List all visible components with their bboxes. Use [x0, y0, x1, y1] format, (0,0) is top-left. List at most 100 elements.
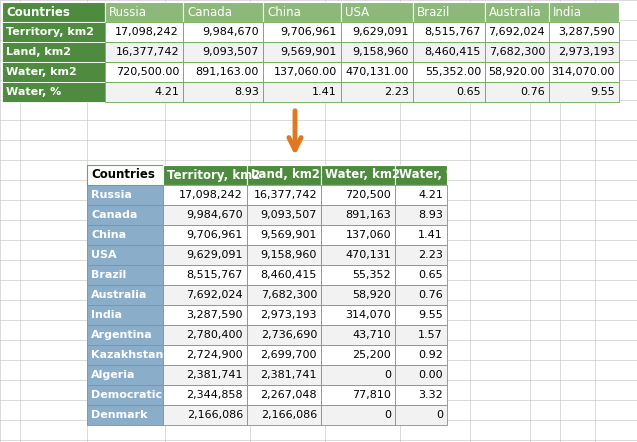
Bar — [395, 205, 447, 225]
Bar — [2, 62, 105, 82]
Text: 7,692,024: 7,692,024 — [187, 290, 243, 300]
Bar — [341, 82, 413, 102]
Text: 2,699,700: 2,699,700 — [261, 350, 317, 360]
Bar — [321, 345, 395, 365]
Text: 2,381,741: 2,381,741 — [187, 370, 243, 380]
Bar — [413, 22, 485, 42]
Bar — [247, 345, 321, 365]
Text: 314,070: 314,070 — [345, 310, 391, 320]
Text: 55,352.00: 55,352.00 — [425, 67, 481, 77]
Bar — [413, 2, 485, 22]
Text: India: India — [553, 5, 582, 19]
Text: 2,267,048: 2,267,048 — [261, 390, 317, 400]
Bar — [105, 42, 183, 62]
Text: Australia: Australia — [489, 5, 541, 19]
Text: 3,287,590: 3,287,590 — [559, 27, 615, 37]
Bar — [413, 42, 485, 62]
Bar — [395, 305, 447, 325]
Text: USA: USA — [91, 250, 117, 260]
Bar — [321, 165, 395, 185]
Bar — [321, 365, 395, 385]
Bar — [163, 365, 247, 385]
Bar — [163, 345, 247, 365]
Bar — [163, 245, 247, 265]
Text: Democratic R: Democratic R — [91, 390, 175, 400]
Text: 58,920.00: 58,920.00 — [489, 67, 545, 77]
Bar — [395, 165, 447, 185]
Bar — [105, 62, 183, 82]
Text: Water, %: Water, % — [6, 87, 61, 97]
Bar — [87, 165, 163, 185]
Bar — [549, 82, 619, 102]
Bar — [485, 2, 549, 22]
Bar — [247, 305, 321, 325]
Bar — [395, 325, 447, 345]
Text: 7,682,300: 7,682,300 — [261, 290, 317, 300]
Bar — [183, 2, 263, 22]
Text: 7,682,300: 7,682,300 — [489, 47, 545, 57]
Text: Denmark: Denmark — [91, 410, 148, 420]
Text: Territory, km2: Territory, km2 — [6, 27, 94, 37]
Text: China: China — [91, 230, 126, 240]
Text: Water, km2: Water, km2 — [6, 67, 76, 77]
Bar — [87, 245, 163, 265]
Text: 9.55: 9.55 — [590, 87, 615, 97]
Bar — [163, 265, 247, 285]
Bar — [105, 82, 183, 102]
Bar — [87, 185, 163, 205]
Text: 2,166,086: 2,166,086 — [187, 410, 243, 420]
Text: 0.65: 0.65 — [419, 270, 443, 280]
Text: 17,098,242: 17,098,242 — [179, 190, 243, 200]
Text: 16,377,742: 16,377,742 — [254, 190, 317, 200]
Bar — [87, 325, 163, 345]
Bar — [549, 2, 619, 22]
Bar — [485, 82, 549, 102]
Bar — [549, 62, 619, 82]
Bar — [247, 225, 321, 245]
Text: Countries: Countries — [6, 5, 70, 19]
Bar — [163, 205, 247, 225]
Text: 8.93: 8.93 — [234, 87, 259, 97]
Bar — [247, 185, 321, 205]
Text: 43,710: 43,710 — [352, 330, 391, 340]
Text: Water, %: Water, % — [399, 168, 458, 182]
Bar — [321, 185, 395, 205]
Text: 2,973,193: 2,973,193 — [261, 310, 317, 320]
Text: Water, km2: Water, km2 — [325, 168, 400, 182]
Text: 470,131.00: 470,131.00 — [346, 67, 409, 77]
Bar — [163, 385, 247, 405]
Bar — [2, 22, 105, 42]
Text: Countries: Countries — [91, 168, 155, 182]
Text: 9,706,961: 9,706,961 — [187, 230, 243, 240]
Bar — [87, 405, 163, 425]
Bar — [395, 245, 447, 265]
Bar — [395, 345, 447, 365]
Bar — [163, 165, 247, 185]
Bar — [87, 305, 163, 325]
Text: 9,569,901: 9,569,901 — [261, 230, 317, 240]
Text: 9,158,960: 9,158,960 — [353, 47, 409, 57]
Text: 77,810: 77,810 — [352, 390, 391, 400]
Bar — [87, 265, 163, 285]
Bar — [247, 165, 321, 185]
Text: 0.76: 0.76 — [419, 290, 443, 300]
Bar — [163, 325, 247, 345]
Text: 8,515,767: 8,515,767 — [425, 27, 481, 37]
Bar — [263, 62, 341, 82]
Bar — [2, 42, 105, 62]
Bar — [183, 42, 263, 62]
Text: 2,344,858: 2,344,858 — [187, 390, 243, 400]
Bar — [321, 245, 395, 265]
Text: Land, km2: Land, km2 — [6, 47, 71, 57]
Bar — [87, 345, 163, 365]
Bar — [247, 285, 321, 305]
Bar — [163, 305, 247, 325]
Text: 1.57: 1.57 — [419, 330, 443, 340]
Bar — [263, 2, 341, 22]
Bar — [321, 385, 395, 405]
Text: 470,131: 470,131 — [345, 250, 391, 260]
Text: 2,166,086: 2,166,086 — [261, 410, 317, 420]
Bar — [395, 285, 447, 305]
Text: 1.41: 1.41 — [419, 230, 443, 240]
Bar — [395, 405, 447, 425]
